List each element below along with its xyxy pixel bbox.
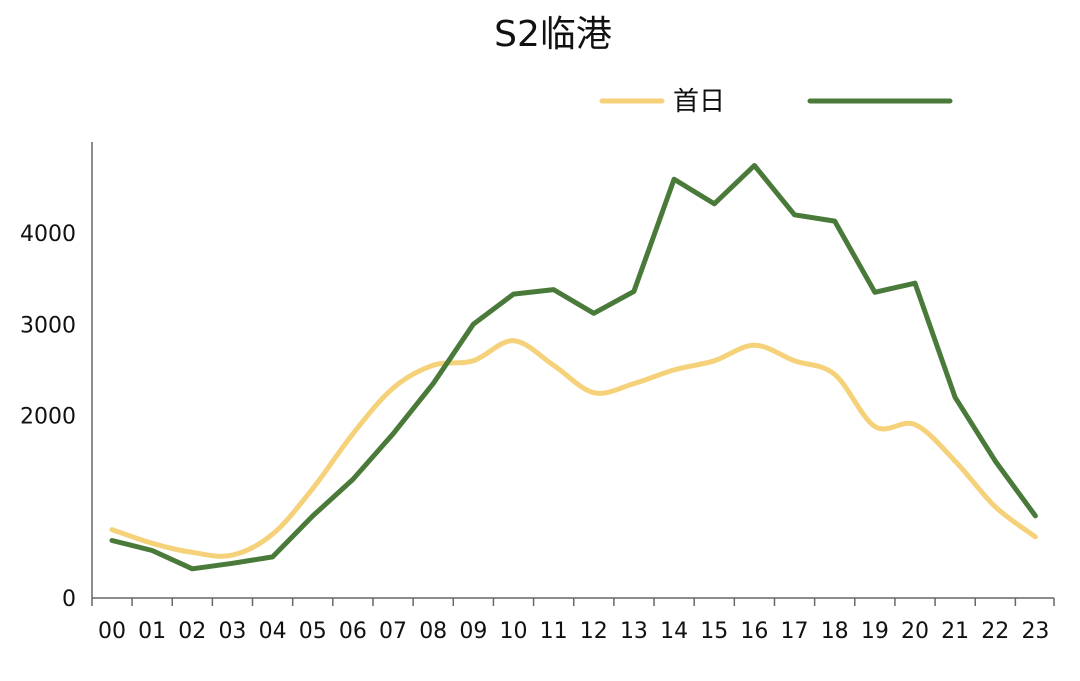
x-tick-label: 15 <box>700 619 728 644</box>
legend-label-1: 首日 <box>673 87 725 117</box>
x-tick-label: 07 <box>379 619 407 644</box>
axes: 00 01 02 03 04 05 06 07 08 09 10 11 12 13 14 15 16 17 18 19… <box>20 142 1055 644</box>
x-tick-label: 10 <box>500 619 528 644</box>
x-tick-label: 19 <box>861 619 889 644</box>
x-tick-label: 00 <box>98 619 126 644</box>
x-tick-label: 17 <box>781 619 809 644</box>
x-tick-label: 06 <box>339 619 367 644</box>
series-line-1 <box>109 338 1038 559</box>
x-tick-label: 05 <box>299 619 327 644</box>
chart-title: S2临港 <box>494 14 612 55</box>
x-tick-label: 09 <box>459 619 487 644</box>
x-tick-label: 12 <box>580 619 608 644</box>
x-tick-label: 11 <box>540 619 568 644</box>
x-tick-label: 18 <box>821 619 849 644</box>
x-tick-label: 14 <box>660 619 688 644</box>
series-line-2 <box>109 163 1038 572</box>
x-tick-label: 04 <box>259 619 287 644</box>
x-tick-label: 13 <box>620 619 648 644</box>
y-tick-label: 3000 <box>20 313 76 338</box>
y-tick-label: 4000 <box>20 222 76 247</box>
legend: 首日 <box>599 87 953 117</box>
x-tick-label: 20 <box>901 619 929 644</box>
x-tick-label: 08 <box>419 619 447 644</box>
x-tick-label: 03 <box>218 619 246 644</box>
x-tick-label: 02 <box>178 619 206 644</box>
y-tick-label: 0 <box>62 587 76 612</box>
x-tick-label: 01 <box>138 619 166 644</box>
x-tick-label: 22 <box>981 619 1009 644</box>
x-tick-label: 16 <box>740 619 768 644</box>
x-tick-label: 21 <box>941 619 969 644</box>
y-tick-label: 2000 <box>20 405 76 430</box>
series-group <box>109 163 1038 572</box>
x-tick-label: 23 <box>1021 619 1049 644</box>
